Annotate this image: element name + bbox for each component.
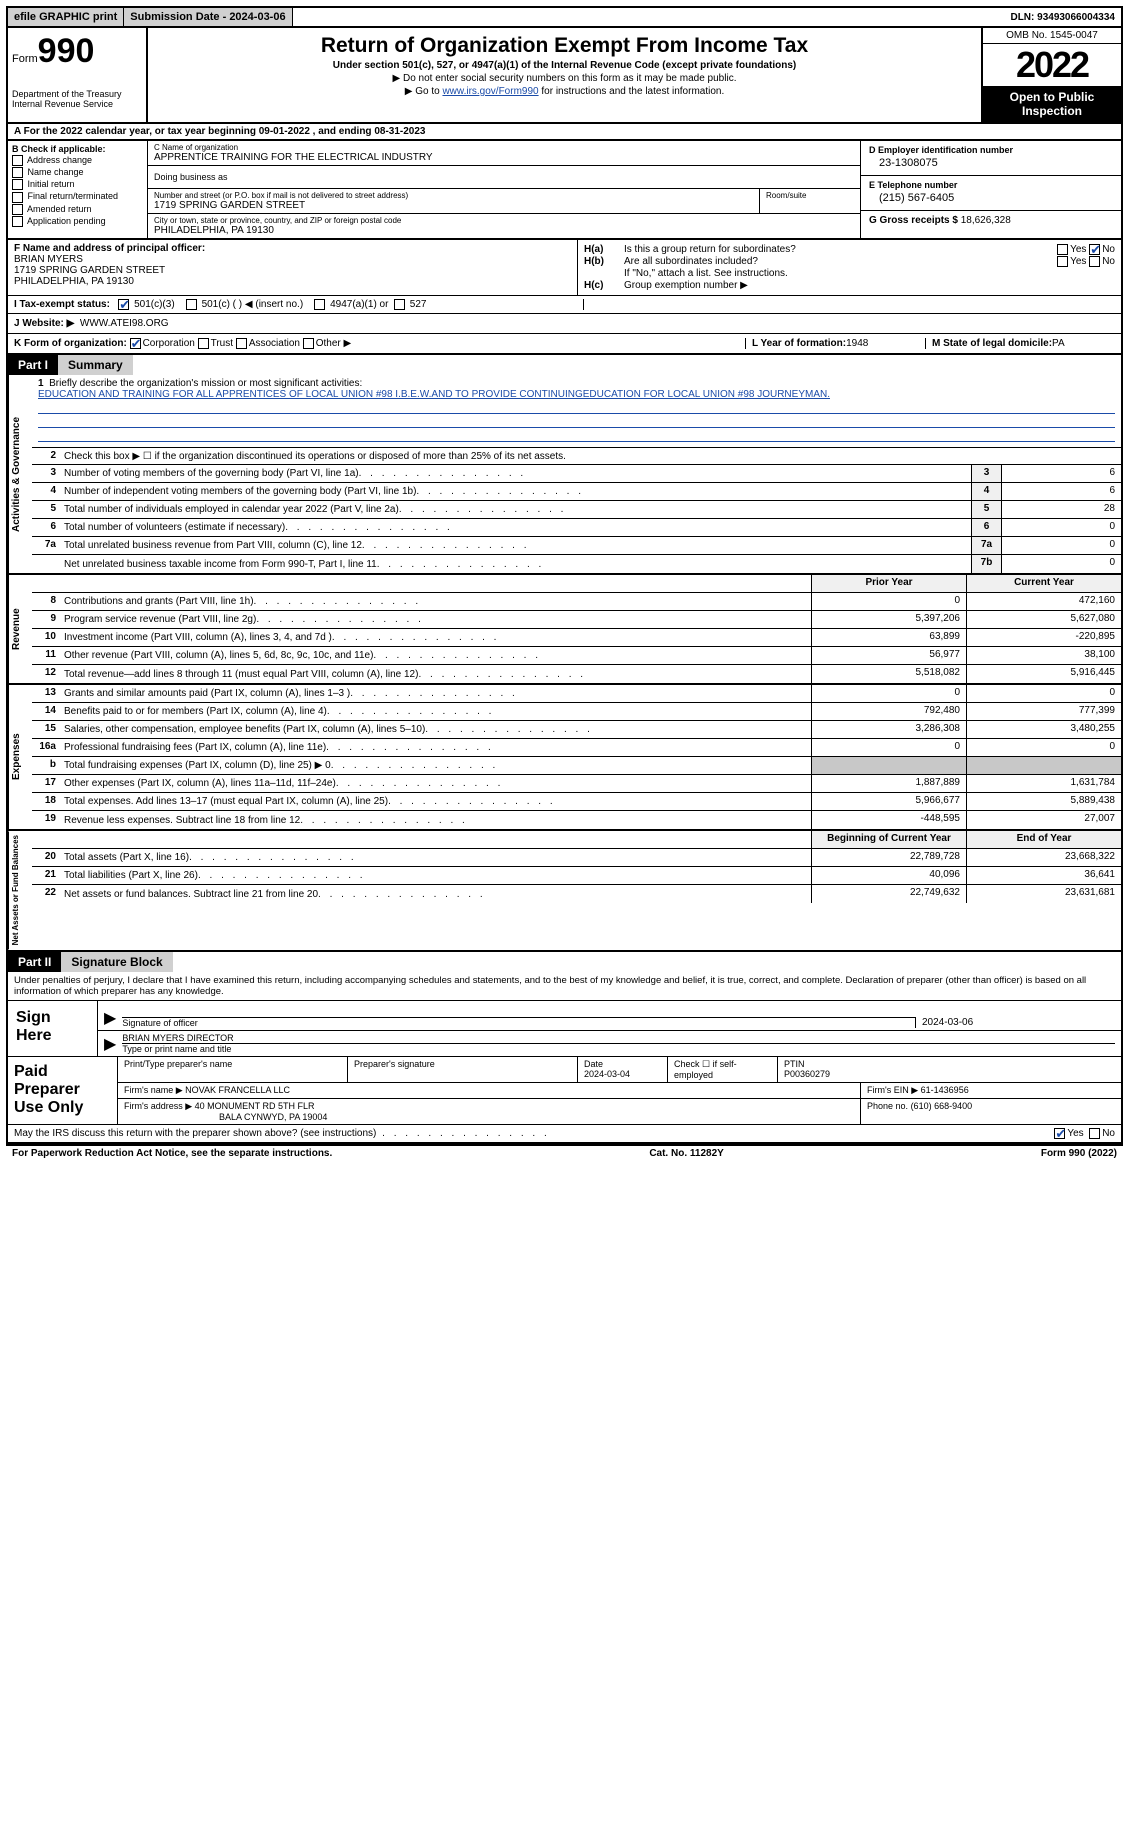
row-a-tax-year: A For the 2022 calendar year, or tax yea… (6, 124, 1123, 141)
summary-line: 15Salaries, other compensation, employee… (32, 721, 1121, 739)
dba-box: Doing business as (148, 166, 860, 189)
summary-line: Net unrelated business taxable income fr… (32, 555, 1121, 573)
ssn-note: ▶ Do not enter social security numbers o… (156, 73, 973, 84)
form-number: Form990 (12, 32, 142, 71)
omb-number: OMB No. 1545-0047 (983, 28, 1121, 44)
goto-note: ▶ Go to www.irs.gov/Form990 for instruct… (156, 86, 973, 97)
street-box: Number and street (or P.O. box if mail i… (148, 189, 760, 213)
summary-line: 8Contributions and grants (Part VIII, li… (32, 593, 1121, 611)
form-title: Return of Organization Exempt From Incom… (156, 34, 973, 58)
summary-line: 14Benefits paid to or for members (Part … (32, 703, 1121, 721)
efile-btn[interactable]: efile GRAPHIC print (8, 8, 124, 26)
summary-ag: Activities & Governance 1 Briefly descri… (6, 375, 1123, 575)
summary-line: 21Total liabilities (Part X, line 26)40,… (32, 867, 1121, 885)
form-subtitle: Under section 501(c), 527, or 4947(a)(1)… (156, 60, 973, 71)
h-b-note: If "No," attach a list. See instructions… (584, 268, 1115, 279)
principal-officer: F Name and address of principal officer:… (8, 240, 578, 295)
dept-treasury: Department of the Treasury Internal Reve… (12, 89, 142, 109)
summary-line: 17Other expenses (Part IX, column (A), l… (32, 775, 1121, 793)
summary-line: 9Program service revenue (Part VIII, lin… (32, 611, 1121, 629)
summary-line: 18Total expenses. Add lines 13–17 (must … (32, 793, 1121, 811)
part2-header: Part IISignature Block (6, 952, 1123, 972)
arrow-icon: ▶ (104, 1034, 116, 1054)
summary-line: 22Net assets or fund balances. Subtract … (32, 885, 1121, 903)
footer: For Paperwork Reduction Act Notice, see … (6, 1144, 1123, 1161)
form-header: Form990 Department of the Treasury Inter… (6, 28, 1123, 124)
ein-box: D Employer identification number 23-1308… (861, 141, 1121, 176)
part1-header: Part ISummary (6, 355, 1123, 375)
signature-block: Under penalties of perjury, I declare th… (6, 972, 1123, 1144)
summary-line: 4Number of independent voting members of… (32, 483, 1121, 501)
city-box: City or town, state or province, country… (148, 214, 860, 238)
row-j-website: J Website: ▶ WWW.ATEI98.ORG (6, 314, 1123, 334)
summary-line: 13Grants and similar amounts paid (Part … (32, 685, 1121, 703)
arrow-icon: ▶ (104, 1008, 116, 1028)
paid-preparer: Paid Preparer Use Only Print/Type prepar… (8, 1056, 1121, 1124)
phone-box: E Telephone number (215) 567-6405 (861, 176, 1121, 211)
mission-line: 1 Briefly describe the organization's mi… (32, 375, 1121, 447)
section-fh: F Name and address of principal officer:… (6, 240, 1123, 296)
col-b-checkboxes: B Check if applicable: Address change Na… (8, 141, 148, 238)
top-bar: efile GRAPHIC print Submission Date - 20… (6, 6, 1123, 28)
h-b-row: H(b) Are all subordinates included? Yes … (584, 256, 1115, 267)
summary-line: 7aTotal unrelated business revenue from … (32, 537, 1121, 555)
summary-line: 20Total assets (Part X, line 16)22,789,7… (32, 849, 1121, 867)
h-c-row: H(c) Group exemption number ▶ (584, 280, 1115, 291)
h-a-row: H(a) Is this a group return for subordin… (584, 244, 1115, 255)
summary-line: 19Revenue less expenses. Subtract line 1… (32, 811, 1121, 829)
row-i-tax-status: I Tax-exempt status: 501(c)(3) 501(c) ( … (6, 296, 1123, 314)
suite-box: Room/suite (760, 189, 860, 213)
tax-year: 2022 (983, 44, 1121, 86)
open-to-public: Open to Public Inspection (983, 86, 1121, 122)
summary-revenue: Revenue Prior Year Current Year 8Contrib… (6, 575, 1123, 685)
summary-line: 11Other revenue (Part VIII, column (A), … (32, 647, 1121, 665)
summary-line: 3Number of voting members of the governi… (32, 465, 1121, 483)
submission-date: Submission Date - 2024-03-06 (124, 8, 292, 26)
summary-line: 6Total number of volunteers (estimate if… (32, 519, 1121, 537)
summary-expenses: Expenses 13Grants and similar amounts pa… (6, 685, 1123, 831)
summary-line: 12Total revenue—add lines 8 through 11 (… (32, 665, 1121, 683)
row-klm: K Form of organization: Corporation Trus… (6, 334, 1123, 355)
dln: DLN: 93493066004334 (1004, 8, 1121, 26)
org-name-box: C Name of organization APPRENTICE TRAINI… (148, 141, 860, 166)
section-bcd: B Check if applicable: Address change Na… (6, 141, 1123, 240)
summary-line: 5Total number of individuals employed in… (32, 501, 1121, 519)
sign-here-row: Sign Here ▶ Signature of officer 2024-03… (8, 1000, 1121, 1056)
gross-receipts-box: G Gross receipts $ 18,626,328 (861, 211, 1121, 230)
discuss-row: May the IRS discuss this return with the… (8, 1124, 1121, 1142)
summary-line: bTotal fundraising expenses (Part IX, co… (32, 757, 1121, 775)
summary-line: 16aProfessional fundraising fees (Part I… (32, 739, 1121, 757)
summary-line: 10Investment income (Part VIII, column (… (32, 629, 1121, 647)
irs-link[interactable]: www.irs.gov/Form990 (442, 86, 538, 97)
summary-netassets: Net Assets or Fund Balances Beginning of… (6, 831, 1123, 951)
